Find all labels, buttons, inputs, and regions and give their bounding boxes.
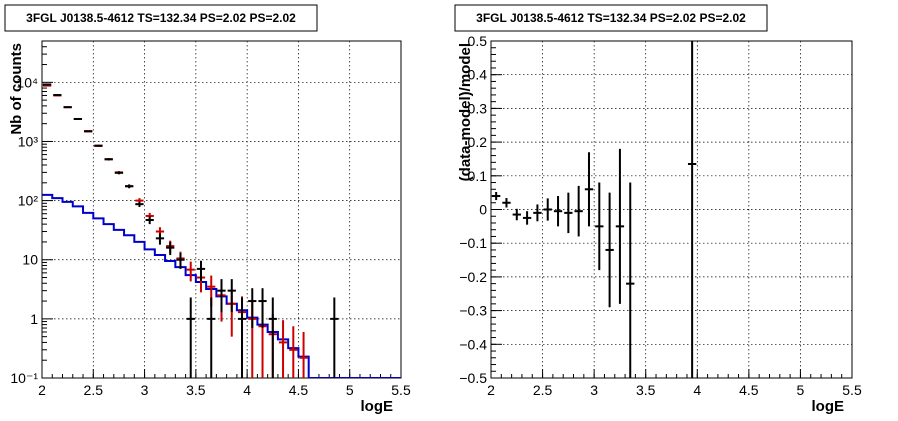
- y-tick-label: 10: [22, 252, 38, 268]
- residual-point: [574, 185, 583, 237]
- x-tick-label: 3: [141, 382, 149, 398]
- chart-title: 3FGL J0138.5-4612 TS=132.34 PS=2.02 PS=2…: [476, 11, 746, 25]
- y-tick-label: 0.5: [468, 33, 488, 49]
- data-point: [196, 260, 206, 281]
- data-point: [258, 288, 267, 329]
- data-point: [84, 130, 93, 133]
- residual-point: [553, 196, 563, 227]
- data-point: [135, 201, 144, 207]
- data-point: [207, 297, 216, 378]
- data-point: [248, 288, 257, 329]
- y-tick-label: 0: [479, 202, 487, 218]
- y-tick-label: 10³: [18, 133, 39, 149]
- x-tick-label: 4.5: [289, 382, 309, 398]
- x-tick-label: 5: [797, 382, 805, 398]
- model-total-point: [186, 261, 195, 282]
- residual-point: [687, 41, 697, 378]
- y-tick-label: −0.5: [459, 370, 487, 386]
- data-point: [104, 158, 113, 161]
- residual-point: [626, 182, 635, 378]
- y-tick-label: 0.3: [468, 100, 488, 116]
- data-point: [176, 252, 185, 269]
- data-point: [227, 279, 236, 313]
- x-axis-label: logE: [361, 398, 394, 415]
- panel-2: 2 2.5 3 3.5 4 4.5 5 5.5 −0.5 −0.4 −0.3 −0.2 −0.1 0 0.1…: [454, 4, 862, 415]
- x-tick-label: 3.5: [186, 382, 206, 398]
- x-tick-label: 5.5: [842, 382, 862, 398]
- data-point: [186, 297, 195, 378]
- data-point: [125, 184, 134, 189]
- y-tick-label: 0.4: [468, 67, 488, 83]
- y-tick-label: 0.2: [468, 134, 488, 150]
- residual-point: [533, 204, 542, 222]
- y-tick-label: −0.4: [459, 336, 487, 352]
- x-tick-label: 3.5: [636, 382, 656, 398]
- y-tick-label: −0.3: [459, 303, 487, 319]
- y-tick-label: 10⁴: [16, 74, 38, 90]
- x-tick-label: 2: [487, 382, 495, 398]
- y-tick-label: 10⁻¹: [10, 370, 38, 386]
- data-point: [217, 279, 226, 313]
- title-box: 3FGL J0138.5-4612 TS=132.34 PS=2.02 PS=2…: [454, 4, 768, 32]
- data-point: [73, 117, 83, 120]
- y-axis-label: Nb of counts: [8, 43, 25, 135]
- data-point: [63, 106, 72, 109]
- data-point: [114, 171, 124, 175]
- data-layer: [42, 83, 401, 378]
- x-tick-label: 3: [590, 382, 598, 398]
- data-layer: [492, 41, 697, 378]
- x-axis-label: logE: [812, 398, 845, 415]
- residual-point: [492, 191, 501, 201]
- x-tick-label: 5: [346, 382, 354, 398]
- x-tick-label: 5.5: [391, 382, 411, 398]
- model-total-point: [299, 331, 308, 378]
- y-axis-label: (data-model)/model: [457, 43, 474, 181]
- plot-frame: [41, 40, 402, 379]
- title-box: 3FGL J0138.5-4612 TS=132.34 PS=2.02 PS=2…: [4, 4, 318, 32]
- residual-point: [615, 148, 625, 304]
- x-tick-label: 4.5: [739, 382, 759, 398]
- data-point: [145, 216, 154, 225]
- x-tick-label: 2.5: [533, 382, 553, 398]
- data-point: [268, 297, 277, 378]
- x-tick-label: 4: [243, 382, 251, 398]
- y-tick-label: 1: [30, 311, 38, 327]
- x-tick-label: 4: [693, 382, 701, 398]
- residual-point: [564, 192, 573, 234]
- data-point: [237, 297, 247, 378]
- data-point: [330, 297, 339, 378]
- residual-point: [605, 192, 614, 308]
- residual-point: [584, 152, 594, 227]
- x-tick-label: 2: [38, 382, 46, 398]
- y-tick-label: 10²: [18, 193, 39, 209]
- data-point: [166, 241, 175, 256]
- data-point: [155, 233, 165, 245]
- chart-title: 3FGL J0138.5-4612 TS=132.34 PS=2.02 PS=2…: [26, 11, 296, 25]
- model-total-point: [289, 326, 298, 378]
- y-tick-label: −0.1: [459, 235, 487, 251]
- title-frame: [4, 4, 318, 32]
- residual-point: [543, 198, 552, 221]
- panel-1: 2 2.5 3 3.5 4 4.5 5 5.5 10⁻¹ 1 10 10² 10³ 10⁴ logE Nb o…: [4, 4, 411, 415]
- y-tick-label: 0.1: [468, 168, 488, 184]
- residual-point: [512, 208, 521, 221]
- y-tick-label: −0.2: [459, 269, 487, 285]
- data-point: [94, 144, 103, 147]
- residual-point: [502, 198, 511, 208]
- model-total-point: [278, 320, 288, 378]
- data-point: [53, 94, 62, 97]
- data-point: [43, 83, 52, 86]
- title-frame: [454, 4, 768, 32]
- residual-point: [595, 182, 604, 271]
- x-tick-label: 2.5: [84, 382, 104, 398]
- residual-point: [522, 211, 532, 225]
